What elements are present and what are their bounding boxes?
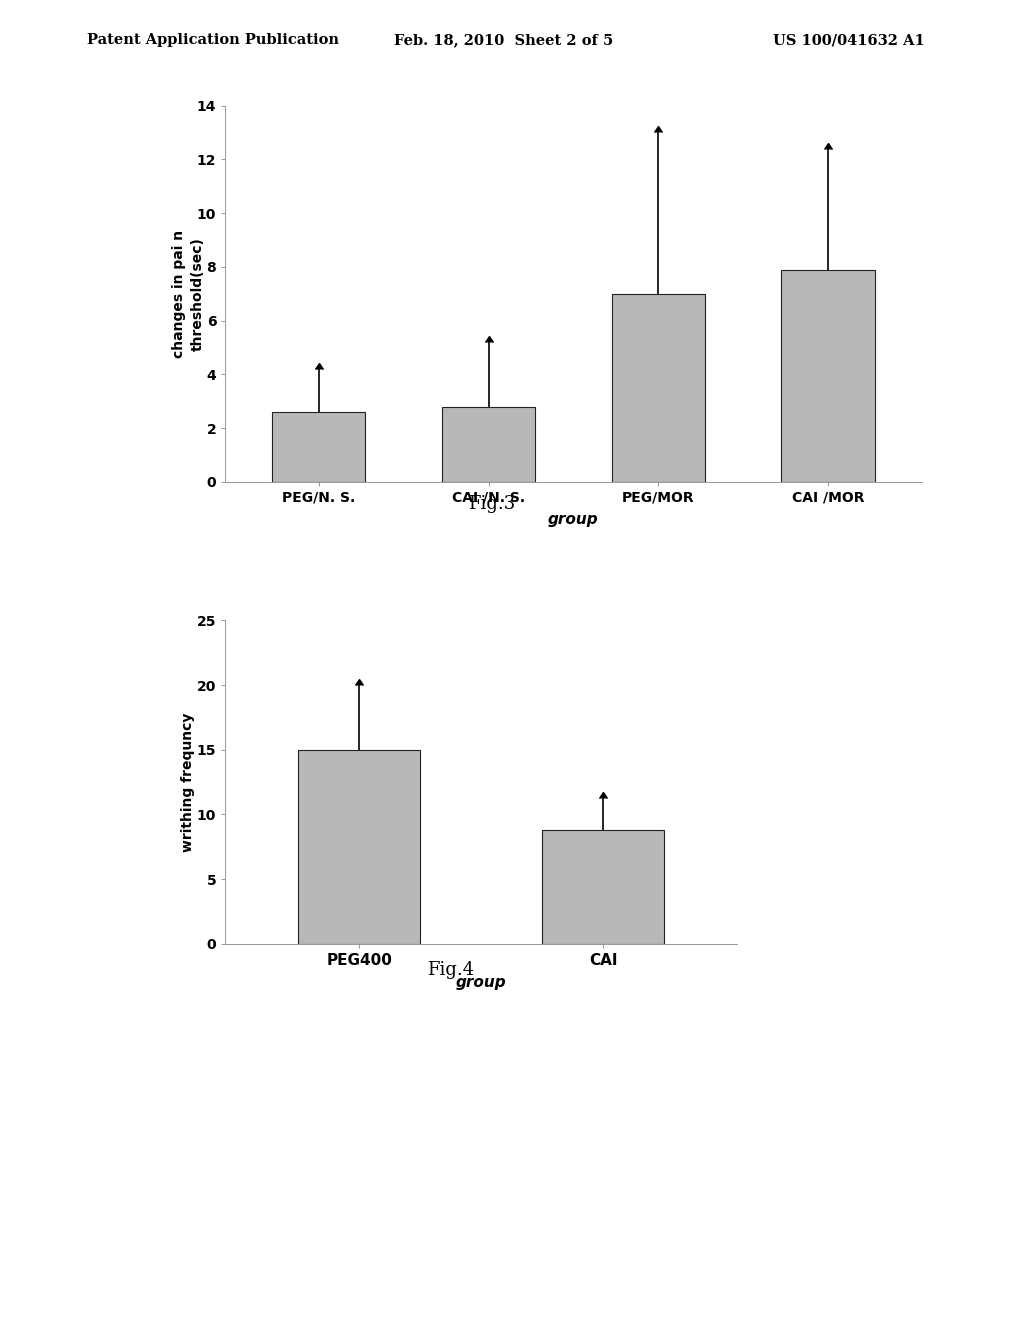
Bar	[298, 750, 420, 944]
Bar	[272, 412, 366, 482]
Text: Fig.3: Fig.3	[468, 495, 515, 513]
Text: US 100/041632 A1: US 100/041632 A1	[773, 33, 925, 48]
Bar	[611, 294, 706, 482]
Y-axis label: changes in pai n
threshold(sec): changes in pai n threshold(sec)	[172, 230, 205, 358]
Bar	[543, 830, 665, 944]
Bar	[441, 407, 536, 482]
Y-axis label: writhing frequncy: writhing frequncy	[181, 713, 196, 851]
Text: Patent Application Publication: Patent Application Publication	[87, 33, 339, 48]
Text: Feb. 18, 2010  Sheet 2 of 5: Feb. 18, 2010 Sheet 2 of 5	[394, 33, 613, 48]
X-axis label: group: group	[548, 512, 599, 527]
Bar	[781, 269, 874, 482]
X-axis label: group: group	[456, 974, 507, 990]
Text: Fig.4: Fig.4	[427, 961, 474, 979]
